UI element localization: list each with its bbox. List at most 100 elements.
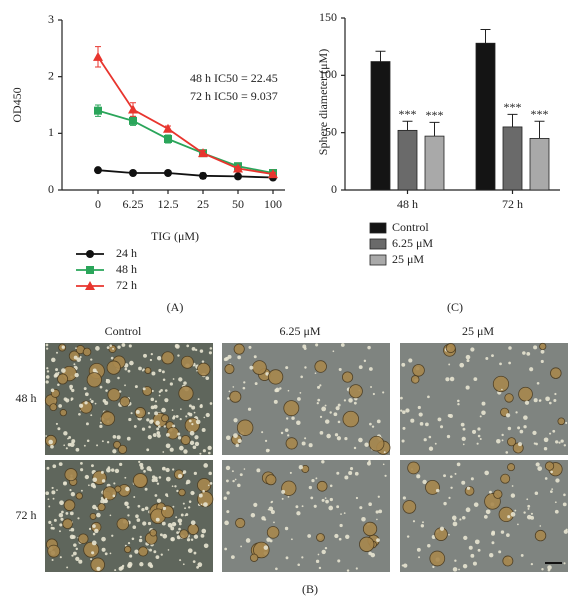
cell xyxy=(129,554,133,558)
cell xyxy=(340,343,345,347)
cell xyxy=(106,467,111,473)
cell xyxy=(534,491,539,496)
cell xyxy=(508,361,511,365)
cell xyxy=(419,422,424,426)
cell xyxy=(180,408,182,410)
cell xyxy=(465,507,471,513)
cell xyxy=(199,452,202,455)
cell xyxy=(368,435,385,452)
cell xyxy=(329,484,333,488)
cell xyxy=(106,346,110,350)
cell xyxy=(48,439,53,445)
cell xyxy=(180,435,191,445)
cell xyxy=(348,384,363,399)
cell xyxy=(328,505,334,511)
value-label: *** xyxy=(399,107,417,121)
cell xyxy=(428,446,434,451)
cell xyxy=(343,512,346,515)
cell xyxy=(118,390,122,393)
micrograph xyxy=(45,460,214,573)
cell xyxy=(149,529,157,537)
cell xyxy=(157,425,161,428)
marker xyxy=(93,51,103,61)
cell xyxy=(324,546,328,550)
cell xyxy=(499,362,502,366)
cell xyxy=(520,554,524,557)
cell xyxy=(250,512,256,518)
cell xyxy=(477,548,481,552)
cell xyxy=(135,514,139,519)
legend-label: Control xyxy=(392,220,429,234)
cell xyxy=(46,347,49,350)
cell xyxy=(125,486,130,492)
cell xyxy=(144,487,148,491)
cell xyxy=(119,396,130,407)
cell xyxy=(203,416,206,419)
cell xyxy=(283,400,300,417)
cell xyxy=(375,510,379,514)
cell xyxy=(184,514,187,517)
cell xyxy=(60,517,64,521)
cell xyxy=(534,529,547,542)
cell xyxy=(545,396,550,402)
cell xyxy=(452,567,458,572)
cell xyxy=(84,401,88,405)
cell xyxy=(105,389,108,392)
cell xyxy=(425,422,429,427)
cell xyxy=(150,397,155,402)
cell xyxy=(367,345,371,350)
cell xyxy=(124,476,127,479)
cell xyxy=(543,447,548,451)
cell xyxy=(273,399,278,404)
cell xyxy=(45,375,50,379)
cell xyxy=(88,527,92,531)
cell xyxy=(266,526,280,539)
cell xyxy=(223,357,228,362)
cell xyxy=(78,559,83,564)
cell xyxy=(119,462,123,466)
cell xyxy=(179,559,182,562)
cell xyxy=(514,509,517,512)
legend-marker xyxy=(86,250,94,258)
cell xyxy=(448,414,453,419)
x-tick-label: 12.5 xyxy=(158,197,179,211)
cell xyxy=(371,425,375,428)
legend-marker xyxy=(86,266,94,274)
cell xyxy=(147,412,151,415)
cell xyxy=(301,441,306,446)
cell xyxy=(78,533,89,544)
cell xyxy=(107,466,111,469)
cell xyxy=(202,449,206,453)
cell xyxy=(175,414,179,418)
cell xyxy=(422,479,427,485)
cell xyxy=(410,418,415,423)
cell xyxy=(517,442,523,447)
cell xyxy=(315,477,318,480)
cell xyxy=(563,529,568,534)
cell xyxy=(179,418,182,421)
cell xyxy=(96,566,101,571)
cell xyxy=(63,397,68,401)
cell xyxy=(304,437,307,440)
cell xyxy=(127,541,131,545)
micrograph-bg xyxy=(400,460,568,572)
cell xyxy=(316,480,328,492)
marker xyxy=(233,163,243,173)
cell xyxy=(124,367,128,371)
cell xyxy=(138,366,142,371)
cell xyxy=(224,364,235,375)
cell xyxy=(170,525,173,528)
panel-label: (C) xyxy=(447,300,463,314)
cell xyxy=(166,426,180,440)
cell xyxy=(466,359,470,363)
cell xyxy=(401,439,405,443)
cell xyxy=(162,533,168,539)
cell xyxy=(369,422,372,426)
error-bar xyxy=(375,50,386,62)
cell xyxy=(100,499,105,504)
x-tick-label: 0 xyxy=(95,197,101,211)
cell xyxy=(155,555,160,560)
cell xyxy=(48,505,51,508)
cell xyxy=(410,375,420,384)
cell xyxy=(49,403,58,412)
